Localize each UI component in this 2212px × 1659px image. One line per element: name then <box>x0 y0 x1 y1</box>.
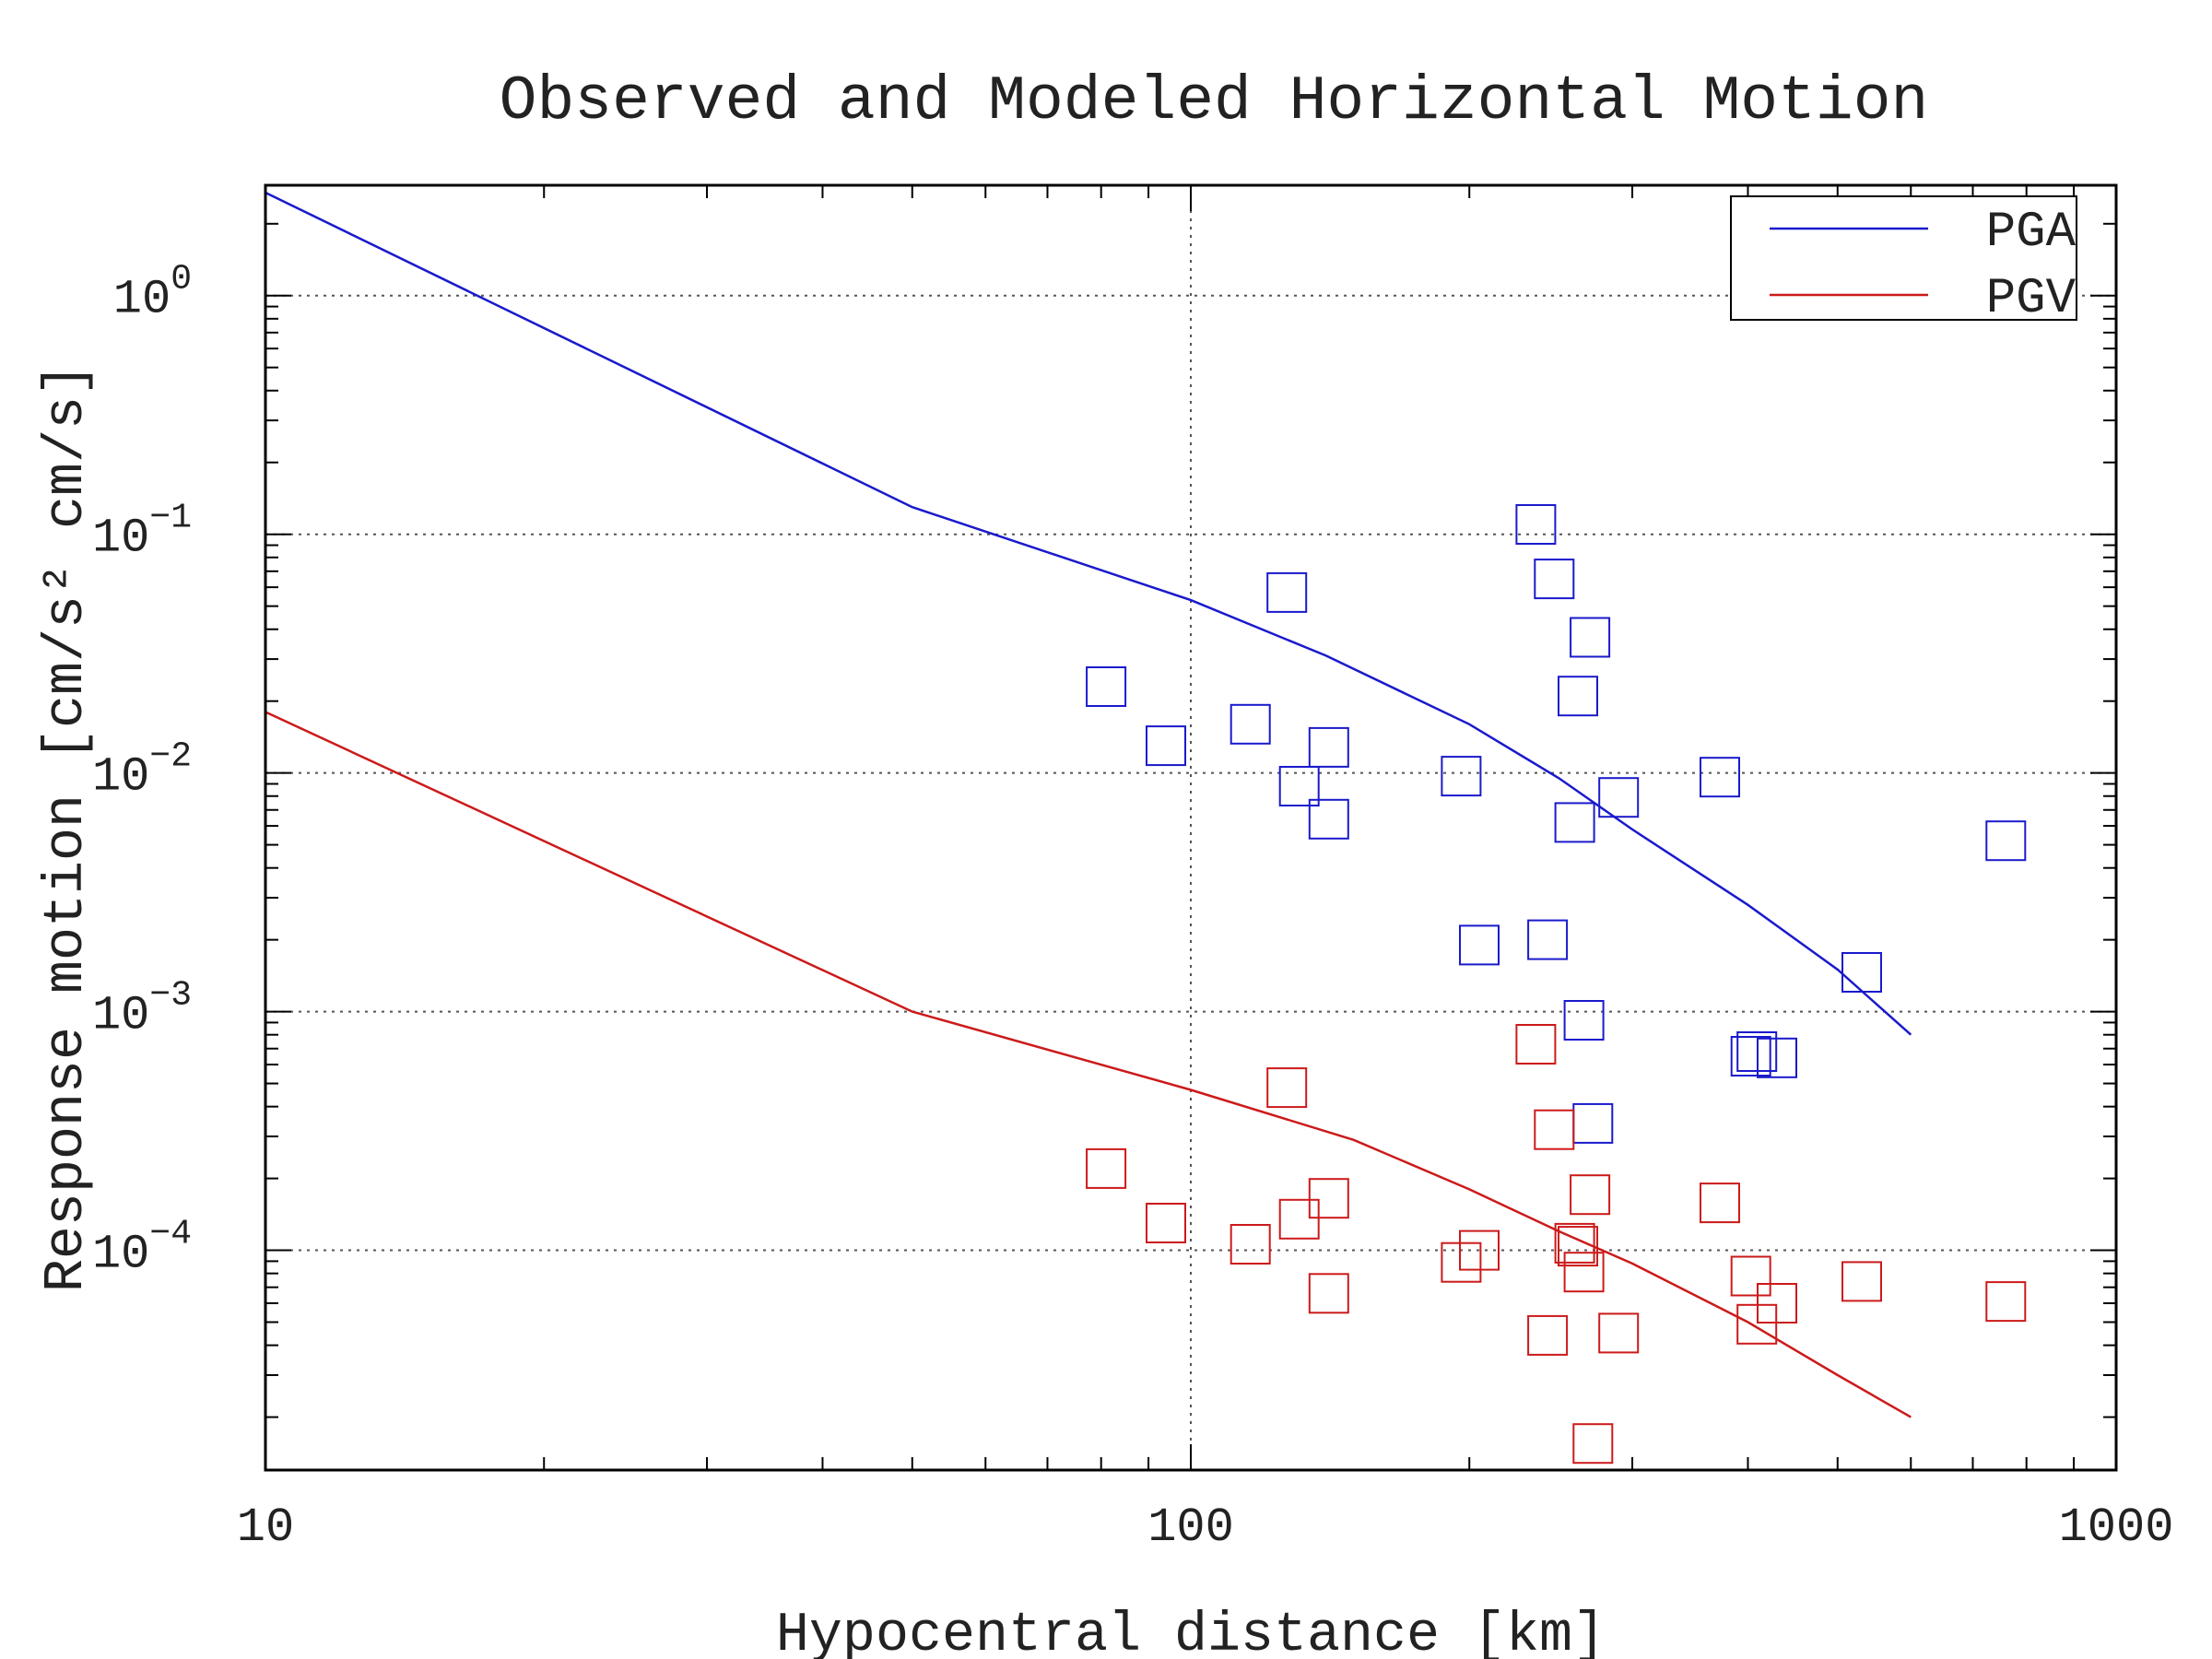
legend-label: PGA <box>1986 205 2077 261</box>
data-point <box>1570 617 1611 658</box>
data-point <box>1558 1226 1598 1267</box>
series-1 <box>265 711 1912 1418</box>
y-tick-exponent: −2 <box>149 737 192 777</box>
data-point <box>1572 1423 1614 1465</box>
data-point <box>1534 559 1575 600</box>
data-point <box>1841 1261 1882 1302</box>
x-tick-label: 100 <box>1147 1500 1234 1555</box>
data-point <box>1308 726 1349 768</box>
y-tick-label: 10−1 <box>92 499 192 566</box>
data-point <box>1563 1000 1605 1041</box>
data-point <box>1266 571 1308 613</box>
data-point <box>1730 1036 1771 1077</box>
y-tick-base: 10 <box>92 989 149 1043</box>
data-point <box>1558 676 1598 717</box>
data-point <box>1086 1147 1127 1189</box>
y-axis-label: Response motion [cm/s² cm/s] <box>36 363 99 1292</box>
series-line <box>265 191 1912 1036</box>
data-point <box>1230 1224 1271 1265</box>
y-tick-exponent: −4 <box>149 1215 192 1254</box>
series-layer <box>265 191 2027 1465</box>
x-axis-label: Hypocentral distance [km] <box>776 1605 1606 1659</box>
data-point <box>1527 1314 1569 1356</box>
data-point <box>1700 757 1740 798</box>
data-point <box>1266 1067 1308 1109</box>
legend-label: PGV <box>1986 271 2077 327</box>
data-point <box>1308 798 1349 840</box>
x-tick-label: 10 <box>237 1500 294 1555</box>
y-tick-label: 100 <box>113 260 192 327</box>
data-point <box>1527 919 1569 960</box>
data-point <box>1146 725 1186 767</box>
tick-layer <box>265 185 2117 1470</box>
data-point <box>1985 1281 2027 1323</box>
y-tick-exponent: 0 <box>171 260 192 300</box>
data-point <box>1459 1230 1500 1271</box>
y-tick-exponent: −3 <box>149 976 192 1016</box>
data-point <box>1515 1024 1557 1065</box>
legend-box <box>1730 195 2077 321</box>
series-0 <box>265 191 1912 1036</box>
y-tick-label: 10−3 <box>92 976 192 1043</box>
data-point <box>1441 1241 1482 1283</box>
data-point <box>1230 703 1271 745</box>
series-line <box>265 711 1912 1418</box>
data-point <box>1572 1102 1614 1144</box>
data-point <box>1278 1198 1320 1240</box>
y-tick-label: 10−2 <box>92 737 192 805</box>
data-point <box>1757 1283 1797 1324</box>
chart-title: Observed and Modeled Horizontal Motion <box>500 66 1929 137</box>
data-point <box>1598 777 1640 818</box>
data-point <box>1534 1109 1575 1150</box>
y-tick-base: 10 <box>92 512 149 566</box>
grid-layer <box>265 185 2116 1470</box>
data-point <box>1700 1182 1740 1224</box>
data-point <box>1554 1222 1595 1264</box>
data-point <box>1308 1178 1349 1219</box>
data-point <box>1441 756 1482 797</box>
data-point <box>1985 820 2027 862</box>
y-tick-exponent: −1 <box>149 499 192 538</box>
y-tick-base: 10 <box>92 750 149 805</box>
data-point <box>1515 504 1557 545</box>
data-point <box>1570 1174 1611 1216</box>
data-point <box>1308 1273 1349 1314</box>
legend: PGA PGV <box>1730 195 2077 327</box>
data-point <box>1563 1252 1605 1293</box>
series-2 <box>1086 504 2027 1144</box>
data-point <box>1554 802 1595 843</box>
y-tick-label: 10−4 <box>92 1215 192 1282</box>
series-3 <box>1086 1024 2027 1465</box>
x-tick-label: 1000 <box>2059 1500 2174 1555</box>
data-point <box>1459 924 1500 966</box>
data-point <box>1730 1255 1771 1297</box>
data-point <box>1598 1312 1640 1354</box>
data-point <box>1757 1037 1797 1078</box>
data-point <box>1146 1203 1186 1243</box>
data-point <box>1841 952 1882 993</box>
data-point <box>1086 666 1127 707</box>
data-point <box>1278 766 1320 806</box>
y-tick-base: 10 <box>113 273 171 327</box>
y-tick-base: 10 <box>92 1228 149 1282</box>
